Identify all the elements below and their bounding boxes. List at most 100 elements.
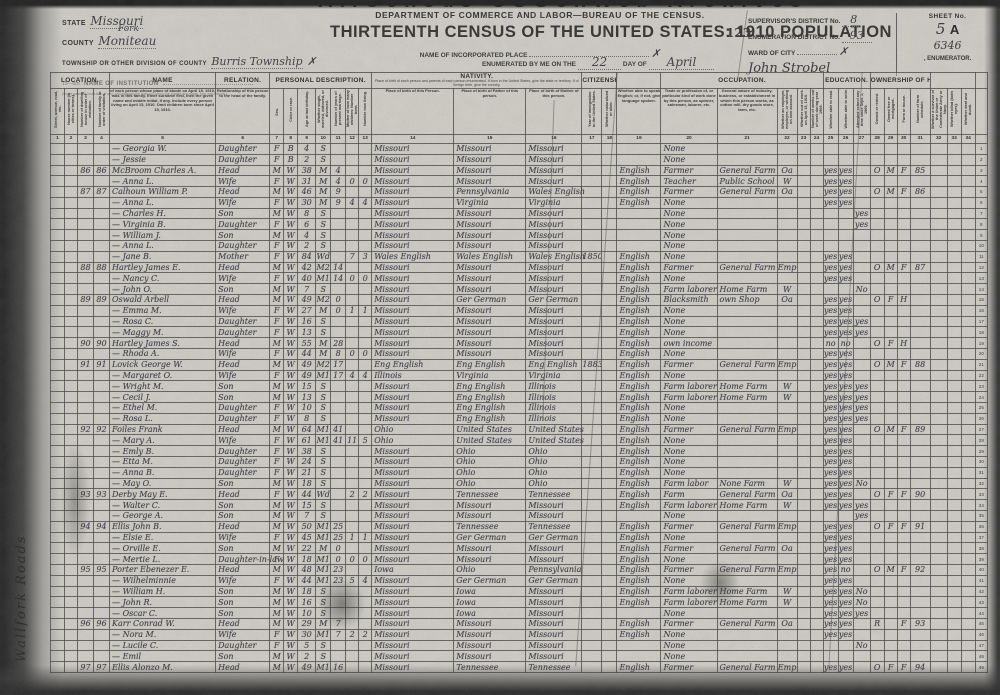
table-row: — Jessie Daughter F B 2 S Missouri Missouri Miss…	[50, 153, 989, 166]
cell-occ: Farm laborer	[660, 380, 718, 393]
cell-ind: Public School	[716, 175, 778, 188]
cell-mar: M	[315, 186, 332, 198]
cell-deaf	[960, 153, 976, 166]
cell-oow	[796, 337, 811, 350]
cell-mar: S	[315, 391, 332, 404]
cell-name: — Walter C.	[109, 499, 217, 511]
cell-write: yes	[837, 628, 854, 641]
cell-sex: M	[269, 542, 285, 555]
cell-house	[64, 412, 78, 425]
cell-name: — Mertie L.	[109, 553, 217, 565]
cell-occ: None	[660, 628, 718, 641]
cell-deaf	[960, 531, 976, 544]
cell-fam	[92, 229, 111, 242]
cell-nat	[601, 574, 618, 587]
cell-race: W	[283, 207, 299, 220]
cell-bp: Missouri	[371, 607, 455, 619]
cell-age: 2	[297, 153, 317, 166]
cell-sch: No	[852, 585, 871, 598]
cell-cl	[358, 229, 373, 242]
cell-imm	[581, 142, 603, 155]
cell-write: yes	[837, 391, 854, 404]
supervisor-district-field: SUPERVISOR'S DISTRICT No. 8	[748, 13, 896, 27]
cell-vet	[929, 466, 948, 479]
cell-farm: F	[896, 358, 911, 371]
cell-deaf	[960, 423, 976, 436]
column-subheader: Whether a survivor of the Union or Confe…	[929, 87, 948, 135]
column-number: 26	[837, 133, 854, 144]
cell-mar: S	[315, 142, 332, 155]
cell-age: 38	[297, 445, 317, 458]
column-group-header: CITIZENSHIP.	[581, 72, 618, 89]
cell-imm	[581, 466, 603, 479]
cell-name: — John R.	[109, 596, 217, 609]
cell-num	[909, 445, 931, 458]
cell-fam: 86	[92, 164, 111, 177]
cell-rel: Head	[215, 358, 271, 371]
cell-farm	[896, 304, 911, 317]
column-number: 16	[525, 133, 583, 144]
cell-age: 13	[297, 326, 317, 339]
cell-yrs	[330, 240, 347, 252]
column-subheader: Mother of how many children: Number born…	[345, 87, 360, 135]
cell-vet	[929, 542, 948, 555]
cell-age: 84	[297, 250, 317, 263]
cell-bp: Illinois	[371, 369, 455, 382]
cell-num: 88	[909, 358, 931, 371]
cell-race: W	[283, 164, 299, 177]
cell-wks	[809, 585, 824, 598]
column-number: 32	[929, 133, 948, 144]
cell-mort	[883, 456, 898, 468]
column-subheader: Whether able to write.	[837, 87, 854, 135]
cell-name: — Anna B.	[109, 466, 217, 479]
cell-blind	[946, 585, 962, 598]
cell-mar: Wd	[315, 488, 332, 501]
cell-rel: Daughter	[215, 456, 271, 468]
cell-deaf	[960, 164, 976, 177]
cell-write: yes	[837, 423, 854, 436]
cell-imm	[581, 488, 603, 501]
cell-sex: M	[269, 229, 285, 242]
cell-own	[869, 596, 885, 609]
cell-cb: 0	[345, 348, 360, 360]
cell-nat	[601, 553, 618, 565]
cell-own	[869, 412, 885, 425]
cell-farm	[896, 510, 911, 522]
cell-occ: None	[660, 153, 718, 166]
cell-bp: Missouri	[371, 617, 455, 630]
cell-mbp: Missouri	[525, 229, 583, 242]
cell-name: Lovick George W.	[109, 358, 217, 371]
column-subheader: Farm or house.	[896, 87, 911, 135]
cell-vet	[929, 186, 948, 198]
cell-emp	[776, 229, 798, 242]
cell-sch	[852, 261, 871, 274]
cell-oow	[796, 348, 811, 360]
cell-vet	[929, 380, 948, 393]
cell-farm: F	[896, 488, 911, 501]
cell-ind	[716, 628, 778, 641]
cell-oow	[796, 380, 811, 393]
cell-cl: 4	[358, 369, 373, 382]
cell-house	[64, 650, 78, 663]
cell-race: W	[283, 412, 299, 425]
cell-farm	[896, 218, 911, 231]
cell-cb	[345, 639, 360, 652]
cell-cb	[345, 153, 360, 166]
column-subheader: General nature of industry, business, or…	[716, 87, 778, 135]
cell-emp: Oa	[776, 542, 798, 555]
cell-farm	[896, 402, 911, 414]
cell-race: W	[283, 510, 299, 522]
cell-mar: S	[315, 207, 332, 220]
enumeration-district-label: ENUMERATION DISTRICT No.	[748, 34, 840, 41]
cell-nat	[601, 369, 618, 382]
cell-bp: Missouri	[371, 164, 455, 177]
cell-cb	[345, 358, 360, 371]
cell-num	[909, 499, 931, 511]
cell-mar: M1	[315, 434, 332, 447]
cell-mort	[883, 617, 898, 630]
cell-cl	[358, 380, 373, 393]
cell-oow	[796, 272, 811, 285]
cell-age: 64	[297, 423, 317, 436]
